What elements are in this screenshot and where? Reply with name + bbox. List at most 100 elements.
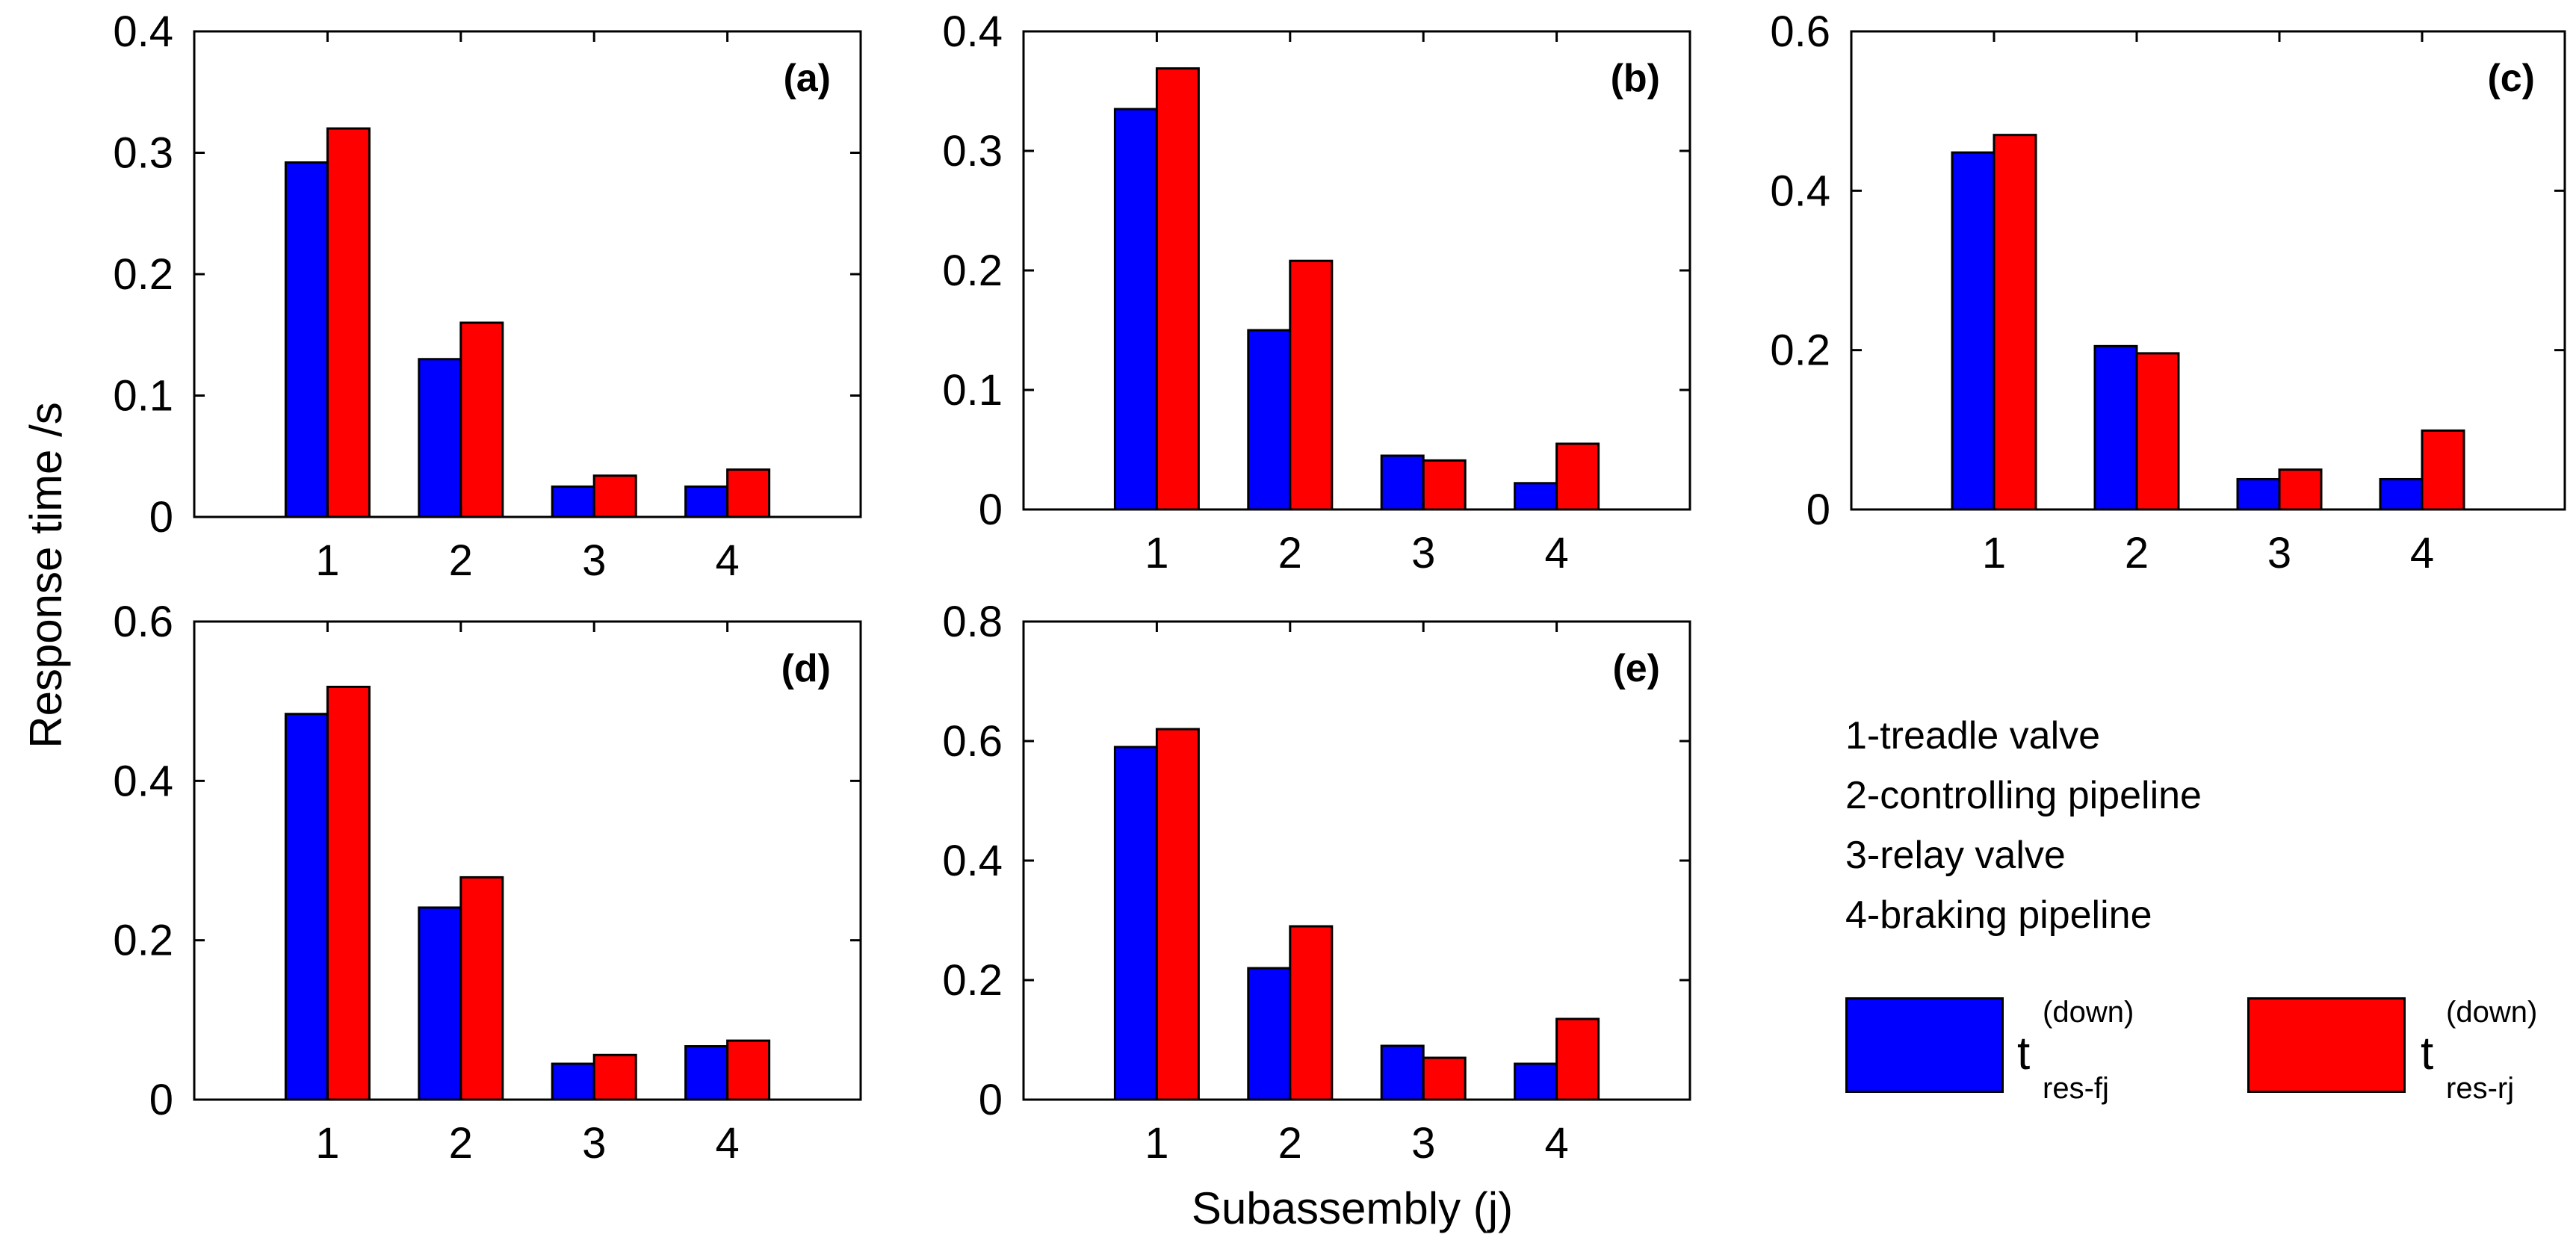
- bar-0-3-rear: [592, 474, 637, 518]
- bar-3-4-rear: [726, 1039, 771, 1101]
- axes-box-2: [1850, 30, 2566, 511]
- bar-2-1-rear: [1993, 134, 2037, 511]
- y-tick-label-1-0: 0: [979, 486, 1003, 534]
- axes-box-1: [1022, 30, 1691, 511]
- panel-title-0: (a): [783, 57, 831, 100]
- legend: 1-treadle valve 2-controlling pipeline 3…: [1845, 713, 2563, 1162]
- y-tick-label-2-2: 0.4: [1770, 167, 1830, 215]
- legend-item-treadle-valve: 1-treadle valve: [1845, 714, 2101, 757]
- bar-3-2-front: [418, 906, 462, 1101]
- x-tick-label-1-3: 3: [1411, 529, 1435, 577]
- panel-title-2: (c): [2487, 57, 2535, 100]
- y-tick-label-0-1: 0.1: [113, 372, 173, 421]
- bar-1-2-rear: [1289, 259, 1334, 511]
- y-tick-label-3-3: 0.6: [113, 598, 173, 646]
- x-tick-label-3-1: 1: [315, 1119, 339, 1168]
- bar-4-4-front: [1514, 1062, 1558, 1101]
- x-tick-label-2-4: 4: [2410, 529, 2434, 577]
- bar-4-3-front: [1380, 1044, 1425, 1101]
- axes-box-0: [193, 30, 862, 518]
- bar-0-1-rear: [326, 127, 371, 518]
- axes-box-4: [1022, 620, 1691, 1101]
- bar-0-3-front: [551, 485, 595, 518]
- bar-3-1-front: [284, 713, 329, 1101]
- x-tick-label-4-2: 2: [1278, 1119, 1302, 1168]
- chart-panels: 1 2 3 4 0 0.1 0.2 0.3 0.4 (a) 1 2 3 4 0 0.1 0.2 0.3 0.4 (b)…: [113, 7, 2566, 1168]
- bar-2-2-front: [2093, 344, 2138, 511]
- chart-panel-2: 1 2 3 4 0 0.2 0.4 0.6 (c): [1770, 7, 2566, 577]
- y-tick-label-4-0: 0: [979, 1076, 1003, 1124]
- bar-2-2-rear: [2135, 352, 2180, 511]
- x-tick-label-1-4: 4: [1544, 529, 1568, 577]
- bar-4-4-rear: [1555, 1017, 1600, 1101]
- bar-4-1-rear: [1155, 728, 1200, 1101]
- y-tick-label-4-1: 0.2: [942, 956, 1003, 1005]
- bar-1-4-rear: [1555, 442, 1600, 511]
- y-tick-label-2-3: 0.6: [1770, 7, 1830, 56]
- x-tick-label-1-1: 1: [1145, 529, 1168, 577]
- panel-title-1: (b): [1611, 57, 1660, 100]
- legend-item-relay-valve: 3-relay valve: [1845, 834, 2066, 877]
- legend-swatch-front: [1845, 997, 2004, 1093]
- bar-3-3-front: [551, 1062, 595, 1101]
- y-tick-label-4-2: 0.4: [942, 837, 1003, 885]
- bar-0-2-rear: [459, 321, 504, 518]
- legend-symbol-front-sub: res-fj: [2043, 1072, 2109, 1105]
- x-tick-label-2-3: 3: [2267, 529, 2291, 577]
- bar-1-2-front: [1247, 329, 1292, 511]
- y-tick-label-1-3: 0.3: [942, 127, 1003, 176]
- bar-3-2-rear: [459, 876, 504, 1101]
- chart-panel-1: 1 2 3 4 0 0.1 0.2 0.3 0.4 (b): [942, 7, 1691, 577]
- bar-4-2-front: [1247, 967, 1292, 1101]
- bar-2-4-front: [2379, 477, 2424, 511]
- bar-0-1-front: [284, 161, 329, 518]
- panel-title-3: (d): [781, 647, 831, 690]
- bar-2-3-rear: [2278, 468, 2323, 511]
- y-tick-label-0-2: 0.2: [113, 250, 173, 299]
- bar-2-1-front: [1951, 151, 1996, 511]
- bar-3-4-front: [684, 1045, 729, 1101]
- bar-1-1-front: [1113, 108, 1158, 511]
- bar-0-4-rear: [726, 468, 771, 518]
- x-tick-label-2-1: 1: [1982, 529, 2006, 577]
- legend-item-braking-pipeline: 4-braking pipeline: [1845, 893, 2152, 937]
- x-axis-label: Subassembly (j): [1192, 1183, 1513, 1233]
- chart-panel-3: 1 2 3 4 0 0.2 0.4 0.6 (d): [113, 598, 862, 1168]
- x-tick-label-4-3: 3: [1411, 1119, 1435, 1168]
- x-tick-label-1-2: 2: [1278, 529, 1302, 577]
- x-tick-label-0-3: 3: [582, 536, 606, 585]
- bar-2-3-front: [2236, 477, 2281, 511]
- x-tick-label-0-2: 2: [449, 536, 473, 585]
- bar-1-4-front: [1514, 482, 1558, 511]
- bar-0-4-front: [684, 485, 729, 518]
- bar-1-3-rear: [1422, 459, 1467, 511]
- y-tick-label-4-3: 0.6: [942, 717, 1003, 766]
- chart-panel-0: 1 2 3 4 0 0.1 0.2 0.3 0.4 (a): [113, 7, 862, 585]
- bar-1-3-front: [1380, 454, 1425, 511]
- legend-symbol-front-sup: (down): [2043, 996, 2134, 1029]
- y-tick-label-4-4: 0.8: [942, 598, 1003, 646]
- chart-panel-4: 1 2 3 4 0 0.2 0.4 0.6 0.8 (e): [942, 598, 1691, 1168]
- y-tick-label-1-4: 0.4: [942, 7, 1003, 56]
- y-tick-label-2-1: 0.2: [1770, 326, 1830, 375]
- y-tick-label-0-0: 0: [149, 493, 173, 542]
- bar-4-3-rear: [1422, 1056, 1467, 1101]
- legend-symbol-rear-sup: (down): [2446, 996, 2538, 1029]
- y-tick-label-2-0: 0: [1806, 486, 1830, 534]
- x-tick-label-3-2: 2: [449, 1119, 473, 1168]
- legend-swatch-rear: [2247, 997, 2406, 1093]
- legend-symbol-rear-sub: res-rj: [2446, 1072, 2515, 1105]
- bar-1-1-rear: [1155, 67, 1200, 511]
- legend-item-controlling-pipeline: 2-controlling pipeline: [1845, 774, 2202, 817]
- y-tick-label-1-2: 0.2: [942, 247, 1003, 295]
- legend-symbol-front-base: t: [2017, 1028, 2031, 1079]
- y-tick-label-1-1: 0.1: [942, 366, 1003, 415]
- bar-4-1-front: [1113, 746, 1158, 1101]
- bar-4-2-rear: [1289, 925, 1334, 1101]
- x-tick-label-3-4: 4: [715, 1119, 739, 1168]
- x-tick-label-0-4: 4: [715, 536, 739, 585]
- axes-box-3: [193, 620, 862, 1101]
- bar-3-1-rear: [326, 685, 371, 1101]
- y-tick-label-3-1: 0.2: [113, 917, 173, 965]
